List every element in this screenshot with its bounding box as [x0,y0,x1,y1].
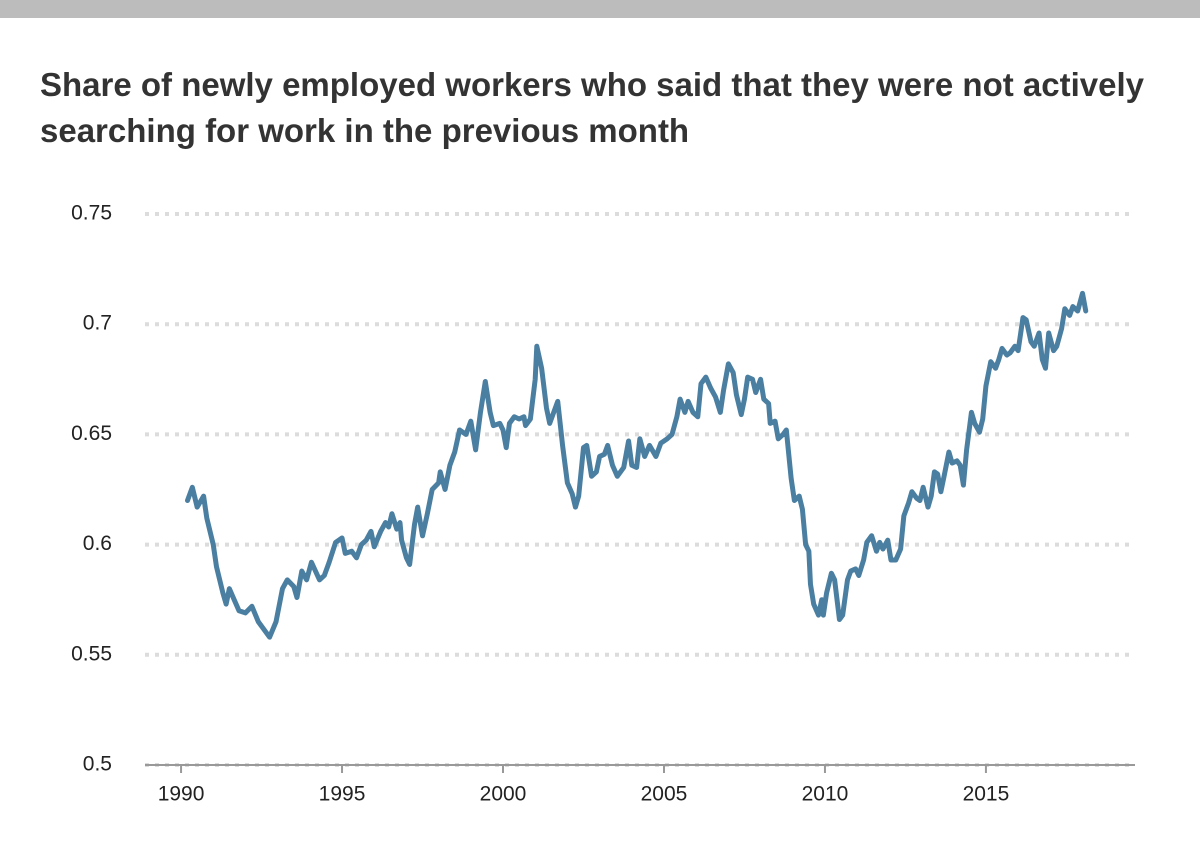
chart-title: Share of newly employed workers who said… [40,66,1145,149]
y-tick-label: 0.5 [83,753,112,776]
x-tick-label: 2000 [480,783,527,806]
x-tick-label: 1990 [158,783,205,806]
top-bar [0,0,1200,18]
y-tick-label: 0.75 [71,202,112,225]
y-tick-label: 0.65 [71,422,112,445]
x-tick-label: 2010 [802,783,849,806]
x-tick-label: 2015 [963,783,1010,806]
x-tick-label: 2005 [641,783,688,806]
y-tick-label: 0.55 [71,642,112,665]
x-tick-label: 1995 [319,783,366,806]
y-tick-label: 0.6 [83,532,112,555]
y-tick-label: 0.7 [83,312,112,335]
data-line [185,290,1089,640]
